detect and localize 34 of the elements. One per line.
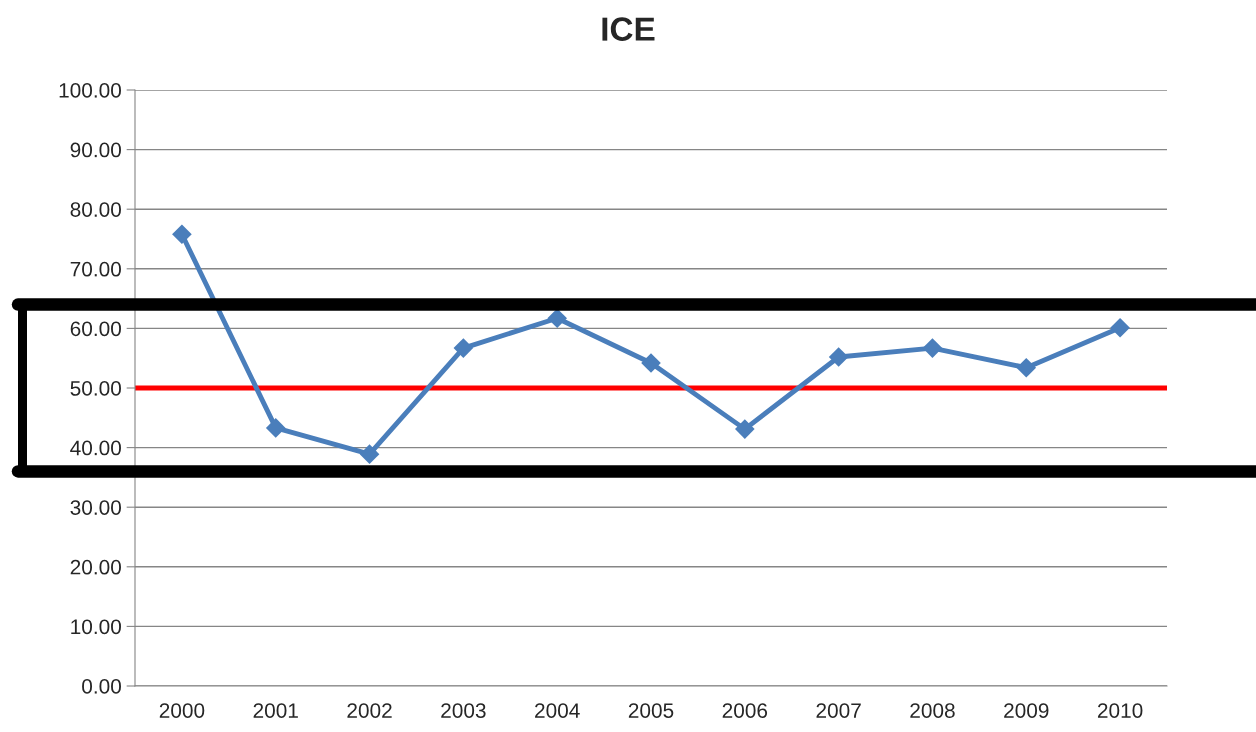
x-tick-label: 2000 <box>159 703 205 718</box>
y-tick-label: 50.00 <box>70 381 121 396</box>
x-tick-label: 2006 <box>722 703 768 718</box>
x-tick-label: 2008 <box>910 703 955 718</box>
point <box>828 347 849 367</box>
point <box>547 308 567 329</box>
y-tick-label: 100.00 <box>59 83 121 98</box>
y-tick-label: 10.00 <box>71 619 121 635</box>
y-tick-label: 90.00 <box>70 142 121 158</box>
y-tick-label: 70.00 <box>70 261 121 277</box>
x-tick-label: 2009 <box>1004 703 1049 718</box>
y-tick-label: 20.00 <box>70 559 121 575</box>
y-tick-label: 30.00 <box>70 500 121 515</box>
point <box>172 224 192 245</box>
point <box>453 338 474 358</box>
point <box>922 338 943 358</box>
y-tick-label: 80.00 <box>70 202 121 217</box>
point <box>265 418 286 438</box>
x-tick-label: 2002 <box>347 703 392 718</box>
point <box>359 444 380 464</box>
y-tick-label: 0.00 <box>82 679 121 694</box>
x-tick-label: 2001 <box>253 703 298 718</box>
point <box>1016 357 1037 378</box>
chart-title: ICE <box>602 17 655 41</box>
x-tick-label: 2003 <box>441 703 486 718</box>
point <box>735 419 755 439</box>
point <box>641 353 661 373</box>
point <box>1110 317 1130 338</box>
x-tick-label: 2005 <box>628 703 674 718</box>
y-tick-label: 40.00 <box>70 440 121 456</box>
y-tick-label: 60.00 <box>70 321 121 337</box>
x-tick-label: 2010 <box>1097 703 1143 718</box>
x-tick-label: 2004 <box>535 703 580 718</box>
x-tick-label: 2007 <box>816 703 861 718</box>
